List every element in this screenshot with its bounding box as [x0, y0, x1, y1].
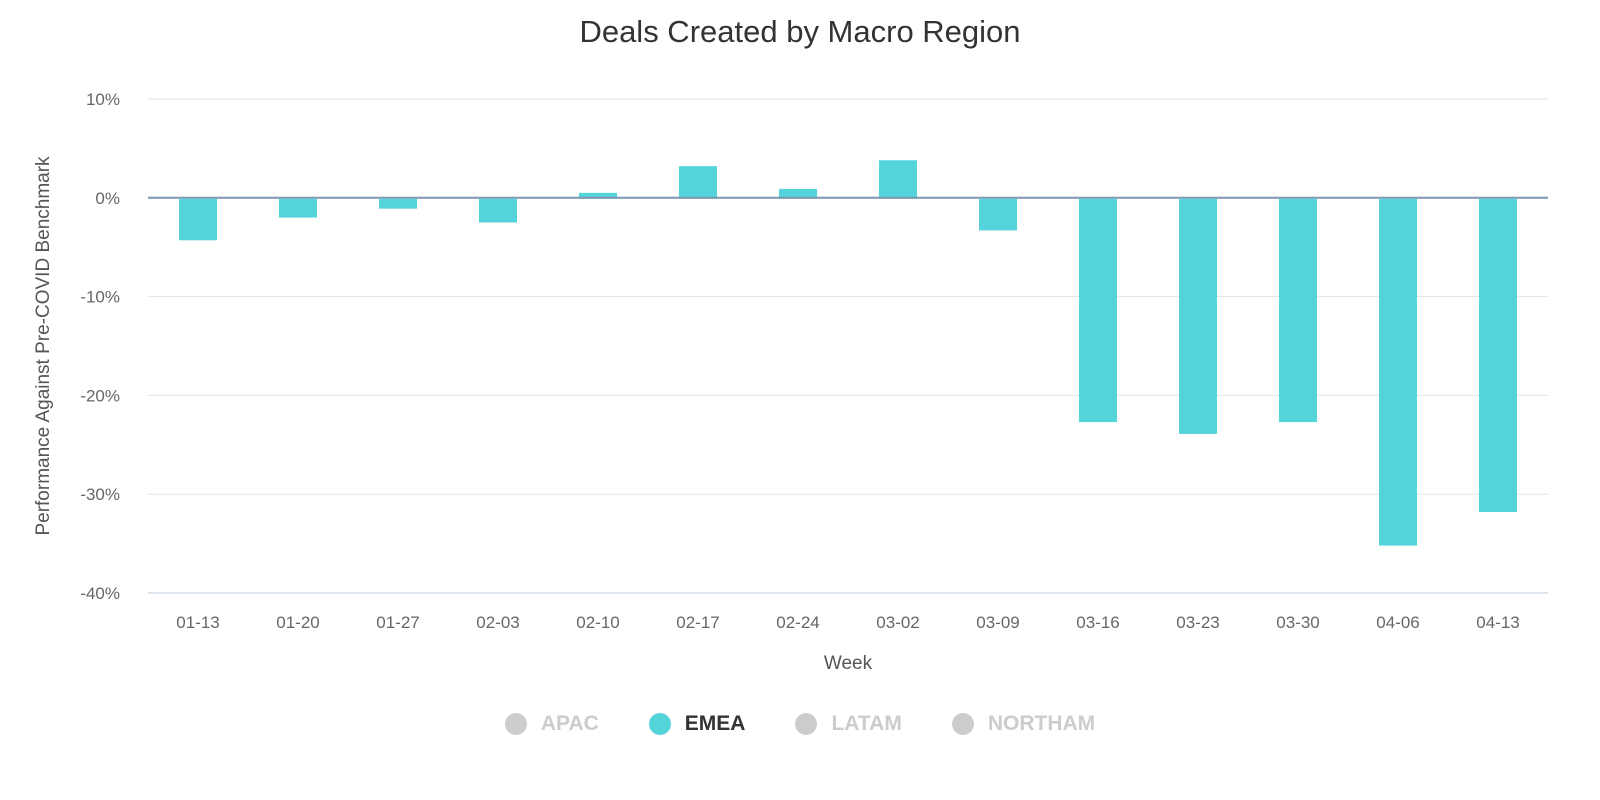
y-tick-label: -30% [80, 485, 120, 504]
bar-03-02[interactable] [879, 160, 917, 199]
x-tick-label: 03-23 [1176, 613, 1219, 632]
y-axis-label: Performance Against Pre-COVID Benchmark [33, 156, 54, 536]
x-tick-label: 02-17 [676, 613, 719, 632]
y-tick-label: -40% [80, 584, 120, 603]
legend-item-latam[interactable]: LATAM [785, 712, 911, 736]
bar-02-17[interactable] [679, 166, 717, 199]
legend-item-northam[interactable]: NORTHAM [942, 712, 1105, 736]
x-tick-label: 02-03 [476, 613, 519, 632]
legend-dot-icon [951, 713, 974, 735]
bar-03-16[interactable] [1079, 198, 1117, 423]
legend-dot-icon [504, 713, 527, 735]
bar-03-09[interactable] [979, 198, 1017, 231]
bar-02-24[interactable] [779, 188, 817, 199]
bar-04-06[interactable] [1379, 198, 1417, 546]
bar-02-03[interactable] [479, 198, 517, 223]
bar-04-13[interactable] [1479, 198, 1517, 512]
y-tick-label: -10% [80, 288, 120, 307]
y-tick-label: 10% [86, 90, 120, 109]
x-tick-label: 02-24 [776, 613, 819, 632]
legend: APAC EMEA LATAM NORTHAM [0, 712, 1600, 736]
bar-03-30[interactable] [1279, 198, 1317, 423]
bar-02-10[interactable] [579, 192, 617, 199]
y-tick-label: -20% [80, 386, 120, 405]
legend-item-emea[interactable]: EMEA [639, 712, 756, 736]
bar-chart: 10% 0% -10% -20% -30% -40% 01-13 01-20 01-27 02-0… [33, 90, 1548, 674]
bar-01-20[interactable] [279, 198, 317, 218]
bar-01-27[interactable] [379, 198, 417, 209]
legend-label: APAC [540, 712, 599, 735]
legend-dot-icon [795, 713, 818, 735]
bar-01-13[interactable] [179, 198, 217, 241]
legend-label: EMEA [684, 712, 746, 735]
bar-03-23[interactable] [1179, 198, 1217, 434]
x-tick-label: 02-10 [576, 613, 619, 632]
y-tick-label: 0% [95, 189, 120, 208]
chart-title: Deals Created by Macro Region [579, 14, 1021, 49]
x-tick-label: 03-02 [876, 613, 919, 632]
legend-dot-icon [648, 713, 671, 735]
x-tick-label: 04-13 [1476, 613, 1519, 632]
x-axis-label: Week [824, 653, 873, 674]
x-tick-label: 04-06 [1376, 613, 1419, 632]
legend-label: LATAM [831, 712, 902, 735]
x-tick-label: 03-30 [1276, 613, 1319, 632]
x-tick-label: 03-16 [1076, 613, 1119, 632]
x-tick-label: 01-13 [176, 613, 219, 632]
legend-item-apac[interactable]: APAC [495, 712, 609, 736]
x-tick-label: 01-27 [376, 613, 419, 632]
x-tick-label: 01-20 [276, 613, 319, 632]
legend-label: NORTHAM [987, 712, 1096, 735]
x-tick-label: 03-09 [976, 613, 1019, 632]
